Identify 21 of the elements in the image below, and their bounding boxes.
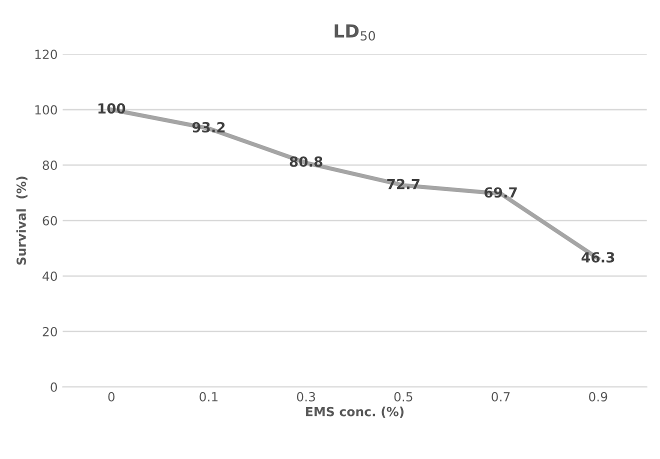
y-tick-label: 20 [42,326,58,336]
chart-title: LD$_{50}$ [334,24,375,41]
x-axis-title: EMS conc. (%) [306,406,404,418]
data-label: 93.2 [192,122,225,133]
y-tick-label: 0 [50,382,58,392]
y-tick-label: 80 [42,160,58,170]
x-tick-label: 0 [108,392,115,402]
x-tick-label: 0.3 [296,392,316,402]
x-tick-label: 0.9 [589,392,608,402]
y-tick-label: 120 [35,50,58,60]
data-label: 80.8 [290,156,322,167]
x-tick-label: 0.5 [394,392,412,402]
data-label: 69.7 [484,187,517,198]
x-tick-label: 0.1 [200,392,218,402]
y-tick-label: 40 [42,271,58,281]
data-label: 46.3 [582,252,614,263]
y-axis-title: Survival (%) [16,176,28,265]
x-tick-label: 0.7 [492,392,510,402]
y-tick-label: 60 [42,216,58,226]
y-tick-label: 100 [35,105,58,115]
data-label: 100 [98,103,126,114]
